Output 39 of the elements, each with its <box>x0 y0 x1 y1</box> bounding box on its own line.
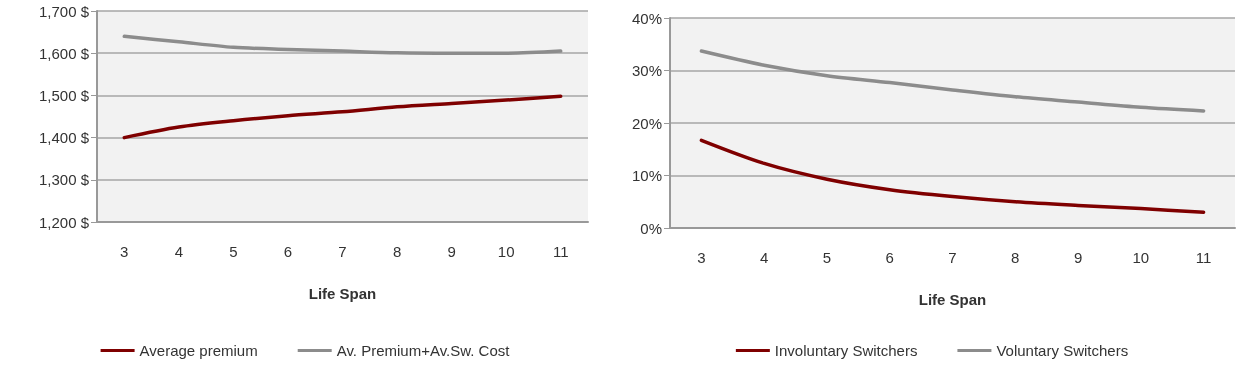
y-tick-label: 1,700 $ <box>38 2 90 20</box>
legend-label: Involuntary Switchers <box>774 342 918 359</box>
x-tick-label: 9 <box>447 243 456 260</box>
x-tick-label: 6 <box>885 249 894 266</box>
x-tick-label: 7 <box>338 243 347 260</box>
x-tick-label: 9 <box>1073 249 1083 266</box>
y-tick-label: 1,300 $ <box>38 171 90 189</box>
y-tick-label: 40% <box>631 9 662 27</box>
y-tick-label: 10% <box>631 167 662 184</box>
line-series <box>122 34 563 55</box>
x-tick-label: 6 <box>283 243 293 260</box>
x-axis-title: Life Span <box>308 285 377 302</box>
x-axis-title: Life Span <box>918 291 987 308</box>
y-tick-label: 0% <box>640 219 662 237</box>
legend-label: Voluntary Switchers <box>996 342 1129 359</box>
x-tick-label: 4 <box>759 249 769 266</box>
legend-label: Average premium <box>139 342 258 359</box>
x-tick-label: 8 <box>1011 249 1020 266</box>
x-tick-label: 4 <box>174 243 184 260</box>
x-tick-label: 5 <box>229 243 238 260</box>
legend-label: Av. Premium+Av.Sw. Cost <box>336 342 511 359</box>
line-series <box>699 138 1206 214</box>
x-tick-label: 10 <box>1132 249 1150 266</box>
x-tick-label: 3 <box>120 243 129 260</box>
y-tick-label: 1,600 $ <box>38 44 90 62</box>
y-tick-label: 30% <box>631 62 662 79</box>
y-tick-label: 20% <box>631 114 662 132</box>
x-tick-label: 3 <box>697 249 706 266</box>
x-tick-label: 5 <box>822 249 832 266</box>
x-tick-label: 7 <box>948 249 957 266</box>
y-tick-label: 1,200 $ <box>38 213 90 231</box>
line-series <box>699 49 1206 113</box>
x-tick-label: 10 <box>497 243 515 260</box>
y-tick-label: 1,400 $ <box>38 129 90 147</box>
x-tick-label: 11 <box>552 243 569 260</box>
line-series <box>122 94 563 140</box>
x-tick-label: 11 <box>1195 249 1212 266</box>
y-tick-label: 1,500 $ <box>38 86 90 104</box>
x-tick-label: 8 <box>392 243 402 260</box>
